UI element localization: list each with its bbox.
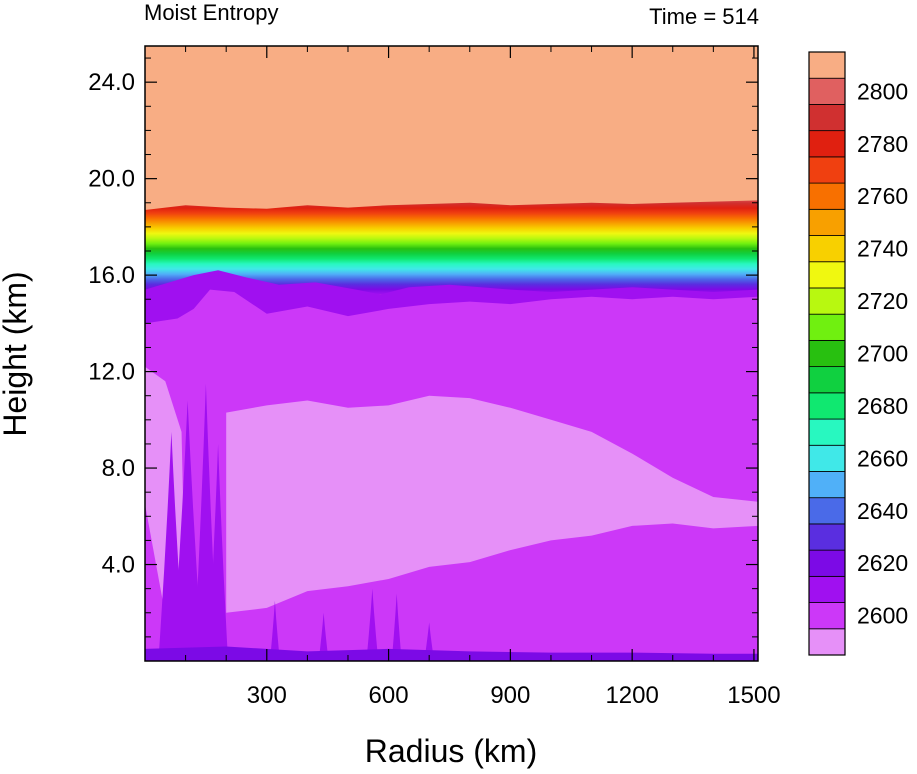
colorbar-swatch — [808, 130, 846, 158]
colorbar-swatch — [808, 523, 846, 551]
convective-plume — [366, 588, 379, 661]
colorbar-label: 2800 — [857, 78, 908, 104]
colorbar-swatch — [808, 628, 846, 656]
colorbar-swatch — [808, 418, 846, 446]
colorbar-label: 2660 — [857, 445, 908, 471]
colorbar-swatch — [808, 366, 846, 394]
chart-title-left: Moist Entropy — [144, 0, 279, 25]
colorbar-swatch — [808, 104, 846, 132]
surface-low-entropy-band — [145, 646, 758, 661]
colorbar-swatch — [808, 339, 846, 368]
colorbar: 2600 2620 2640 2660 2680 2700 2720 2740 2760 2780… — [808, 51, 908, 656]
colorbar-swatch — [808, 182, 846, 210]
convective-plume — [172, 400, 203, 661]
convective-plume — [391, 593, 402, 661]
colorbar-swatch — [808, 77, 846, 105]
colorbar-swatch — [808, 261, 846, 289]
x-tick-label: 900 — [490, 682, 530, 709]
colorbar-frame — [808, 51, 846, 656]
convective-plume — [269, 600, 280, 661]
chart-title-right: Time = 514 — [649, 4, 759, 29]
x-tick-label: 1200 — [605, 682, 658, 709]
y-tick-label: 16.0 — [88, 262, 135, 289]
stratosphere-edge — [145, 46, 758, 210]
x-tick-label: 600 — [369, 682, 409, 709]
colorbar-swatch — [808, 287, 846, 315]
colorbar-label: 2720 — [857, 288, 908, 314]
colorbar-swatch — [808, 313, 846, 341]
colorbar-label: 2780 — [857, 131, 908, 157]
y-tick-label: 24.0 — [88, 69, 135, 96]
y-tick-label: 20.0 — [88, 166, 135, 193]
colorbar-swatch — [808, 549, 846, 577]
y-tick-label: 4.0 — [102, 552, 135, 579]
colorbar-swatch — [808, 602, 846, 630]
colorbar-swatch — [808, 471, 846, 499]
x-tick-label: 300 — [247, 682, 287, 709]
colorbar-label: 2640 — [857, 498, 908, 524]
colorbar-swatch — [808, 235, 846, 263]
colorbar-swatch — [808, 208, 846, 236]
x-tick-label: 1500 — [727, 682, 780, 709]
convective-plume — [318, 612, 329, 661]
colorbar-swatch — [808, 51, 846, 79]
plot-area — [145, 46, 758, 661]
convective-plumes — [158, 383, 435, 661]
colorbar-swatch — [808, 575, 846, 603]
colorbar-swatch — [808, 392, 846, 420]
colorbar-label: 2760 — [857, 183, 908, 209]
colorbar-swatch — [808, 444, 846, 472]
axes: 300 600 900 1200 1500 4.0 8.0 12.0 16.0 20.0 24.0 — [88, 46, 781, 709]
plot-frame — [144, 45, 759, 662]
y-tick-label: 8.0 — [102, 455, 135, 482]
convective-plume — [208, 443, 229, 661]
y-tick-label: 12.0 — [88, 359, 135, 386]
colorbar-swatch — [808, 497, 846, 525]
colorbar-label: 2700 — [857, 341, 908, 367]
x-axis-label: Radius (km) — [365, 733, 537, 769]
y-axis-label: Height (km) — [0, 271, 33, 436]
colorbar-label: 2680 — [857, 393, 908, 419]
colorbar-label: 2620 — [857, 550, 908, 576]
colorbar-label: 2740 — [857, 236, 908, 262]
light-entropy-region — [226, 395, 758, 613]
colorbar-label: 2600 — [857, 603, 908, 629]
colorbar-swatch — [808, 156, 846, 184]
